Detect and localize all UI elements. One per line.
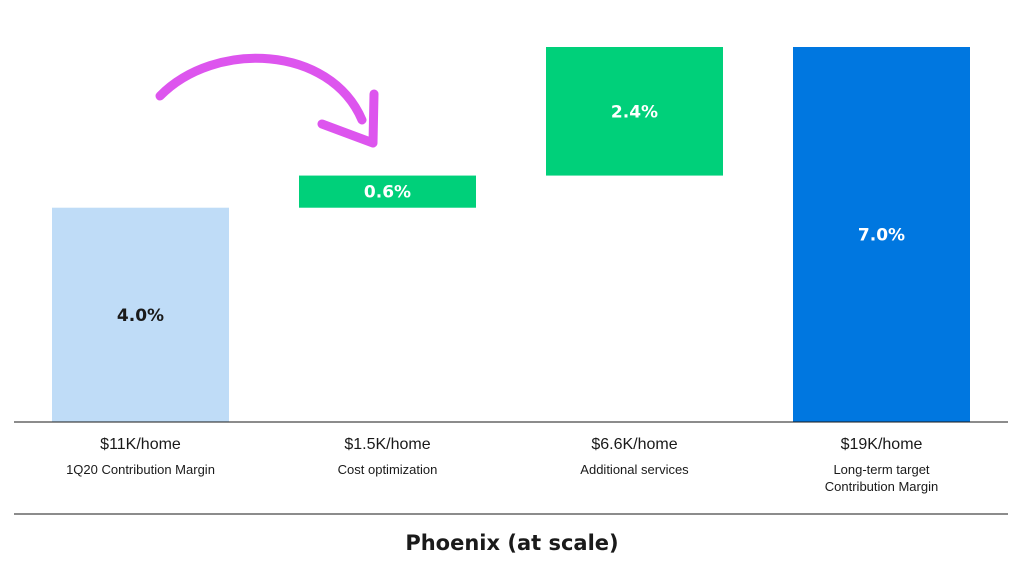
bar-4: [793, 47, 970, 422]
bar-3: [546, 47, 723, 176]
bar-value-label: 7.0%: [858, 226, 905, 246]
curved-arrow-icon: [155, 53, 379, 148]
category-tick-label: Cost optimization: [338, 462, 438, 477]
category-amount-label: $11K/home: [100, 436, 181, 453]
category-amount-label: $19K/home: [841, 436, 923, 453]
category-amount-label: $6.6K/home: [591, 436, 677, 453]
bar-value-label: 2.4%: [611, 102, 658, 122]
category-tick-label: Long-term target Contribution Margin: [825, 462, 938, 494]
bar-1: [52, 207, 229, 422]
bar-value-label: 4.0%: [117, 306, 164, 326]
category-tick-labels: $11K/home 1Q20 Contribution Margin $1.5K/h…: [66, 436, 938, 494]
category-amount-label: $1.5K/home: [344, 436, 430, 453]
category-tick-label: Additional services: [580, 462, 689, 477]
chart-caption: Phoenix (at scale): [405, 531, 619, 555]
bars-layer: [52, 47, 970, 422]
category-tick-label: 1Q20 Contribution Margin: [66, 462, 215, 477]
bar-value-labels: 4.0% 0.6% 2.4% 7.0%: [117, 102, 905, 326]
bar-value-label: 0.6%: [364, 183, 411, 203]
bar-2: [299, 175, 476, 208]
